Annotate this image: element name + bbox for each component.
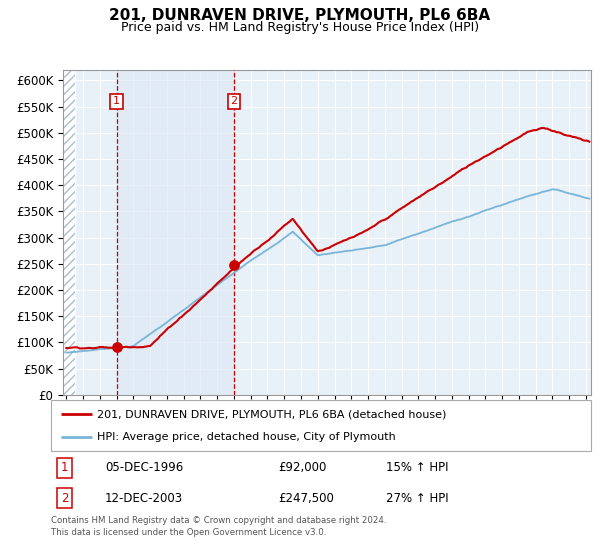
Text: 15% ↑ HPI: 15% ↑ HPI <box>386 461 448 474</box>
Text: 1: 1 <box>61 461 68 474</box>
Text: £247,500: £247,500 <box>278 492 334 505</box>
Text: 201, DUNRAVEN DRIVE, PLYMOUTH, PL6 6BA (detached house): 201, DUNRAVEN DRIVE, PLYMOUTH, PL6 6BA (… <box>97 409 446 419</box>
Text: 05-DEC-1996: 05-DEC-1996 <box>105 461 183 474</box>
Text: HPI: Average price, detached house, City of Plymouth: HPI: Average price, detached house, City… <box>97 432 395 442</box>
Text: 2: 2 <box>230 96 238 106</box>
Bar <box>63 70 75 395</box>
Text: £92,000: £92,000 <box>278 461 326 474</box>
Text: 2: 2 <box>61 492 68 505</box>
Text: Price paid vs. HM Land Registry's House Price Index (HPI): Price paid vs. HM Land Registry's House … <box>121 21 479 34</box>
FancyBboxPatch shape <box>51 400 591 451</box>
Bar <box>63 70 75 395</box>
Text: 27% ↑ HPI: 27% ↑ HPI <box>386 492 448 505</box>
Text: 1: 1 <box>113 96 120 106</box>
Bar <box>116 70 234 395</box>
Point <box>112 342 121 351</box>
Point <box>229 260 239 269</box>
Text: 201, DUNRAVEN DRIVE, PLYMOUTH, PL6 6BA: 201, DUNRAVEN DRIVE, PLYMOUTH, PL6 6BA <box>109 8 491 24</box>
Text: Contains HM Land Registry data © Crown copyright and database right 2024.
This d: Contains HM Land Registry data © Crown c… <box>51 516 386 537</box>
Text: 12-DEC-2003: 12-DEC-2003 <box>105 492 183 505</box>
